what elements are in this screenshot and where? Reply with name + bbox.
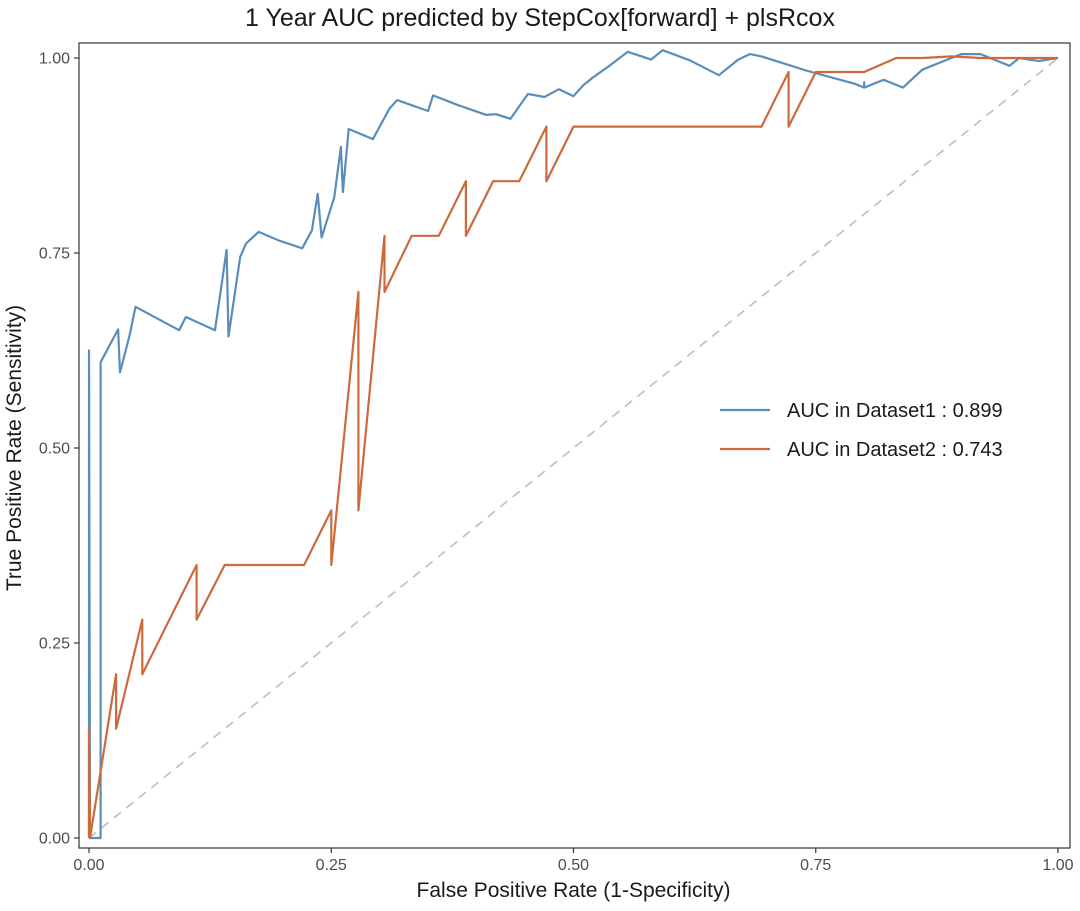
x-tick-label: 0.75 bbox=[800, 857, 831, 874]
x-axis: 0.00 0.25 0.50 0.75 1.00 bbox=[73, 848, 1074, 874]
legend-label-dataset1: AUC in Dataset1 : 0.899 bbox=[787, 400, 1003, 422]
y-tick-label: 1.00 bbox=[39, 51, 70, 68]
chart-title: 1 Year AUC predicted by StepCox[forward]… bbox=[245, 4, 835, 32]
x-tick-label: 0.25 bbox=[316, 857, 347, 874]
x-axis-title: False Positive Rate (1-Specificity) bbox=[417, 879, 731, 902]
series-layer bbox=[87, 49, 1059, 840]
y-tick-label: 0.00 bbox=[39, 831, 70, 848]
y-tick-label: 0.25 bbox=[39, 636, 70, 653]
series-line-dataset2 bbox=[87, 55, 1058, 840]
y-tick-label: 0.75 bbox=[39, 246, 70, 263]
y-tick-label: 0.50 bbox=[39, 441, 70, 458]
legend: AUC in Dataset1 : 0.899 AUC in Dataset2 :… bbox=[720, 400, 1003, 461]
series-line-dataset1 bbox=[87, 49, 1059, 840]
x-tick-label: 1.00 bbox=[1042, 857, 1073, 874]
plot-panel-border bbox=[78, 42, 1071, 849]
x-tick-label: 0.00 bbox=[73, 857, 104, 874]
y-axis: 0.00 0.25 0.50 0.75 1.00 bbox=[39, 51, 79, 848]
x-tick-label: 0.50 bbox=[558, 857, 589, 874]
y-axis-title: True Positive Rate (Sensitivity) bbox=[3, 305, 26, 591]
legend-label-dataset2: AUC in Dataset2 : 0.743 bbox=[787, 439, 1003, 461]
